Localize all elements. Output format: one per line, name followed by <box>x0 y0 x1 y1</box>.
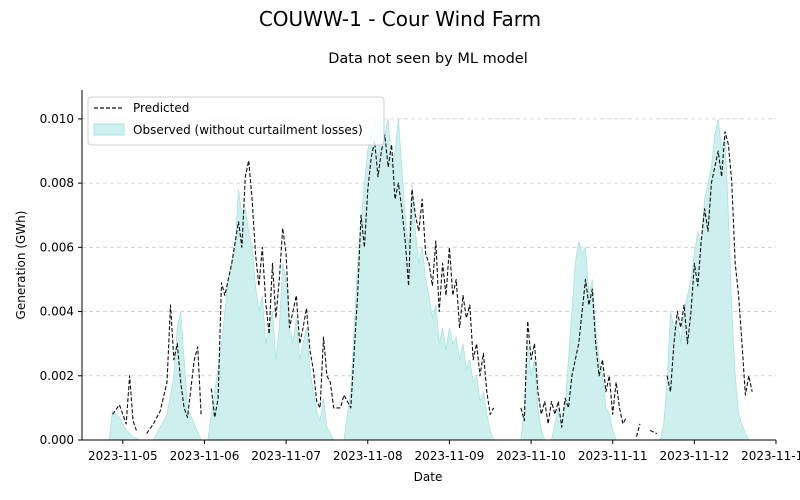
y-tick-label: 0.006 <box>40 240 74 254</box>
predicted-line <box>635 423 641 437</box>
legend-observed-label: Observed (without curtailment losses) <box>133 123 363 137</box>
axes <box>81 90 776 441</box>
predicted-series <box>112 131 753 437</box>
y-tick-label: 0.000 <box>40 433 74 447</box>
observed-area <box>108 114 750 441</box>
x-tick-label: 2023-11-12 <box>659 449 729 463</box>
legend-observed-swatch <box>93 123 125 136</box>
x-tick-label: 2023-11-08 <box>333 449 403 463</box>
predicted-line <box>520 278 627 428</box>
x-axis-ticks: 2023-11-05 2023-11-06 2023-11-07 2023-11-08… <box>88 440 800 463</box>
legend-predicted-label: Predicted <box>133 101 189 115</box>
predicted-line <box>112 375 137 431</box>
y-tick-label: 0.010 <box>40 112 74 126</box>
predicted-line <box>146 304 202 434</box>
chart-subtitle: Data not seen by ML model <box>328 51 528 67</box>
legend: Predicted Observed (without curtailment … <box>87 96 385 146</box>
y-tick-label: 0.004 <box>40 305 74 319</box>
x-tick-label: 2023-11-06 <box>170 449 240 463</box>
x-axis-label: Date <box>414 470 443 484</box>
x-tick-label: 2023-11-05 <box>88 449 158 463</box>
y-axis-ticks: 0.000 0.002 0.004 0.006 0.008 0.010 <box>40 112 82 447</box>
observed-series <box>108 114 750 441</box>
y-axis-label: Generation (GWh) <box>14 211 28 320</box>
x-tick-label: 2023-11-09 <box>415 449 485 463</box>
chart-title: COUWW-1 - Cour Wind Farm <box>259 7 541 31</box>
x-tick-label: 2023-11-10 <box>496 449 566 463</box>
x-tick-label: 2023-11-07 <box>251 449 321 463</box>
y-tick-label: 0.002 <box>40 369 74 383</box>
predicted-line <box>649 429 658 435</box>
predicted-line <box>210 134 495 419</box>
legend-box <box>87 96 385 146</box>
x-tick-label: 2023-11-11 <box>578 449 648 463</box>
y-tick-label: 0.008 <box>40 176 74 190</box>
x-tick-label: 2023-11-13 <box>741 449 800 463</box>
predicted-line <box>666 131 753 396</box>
